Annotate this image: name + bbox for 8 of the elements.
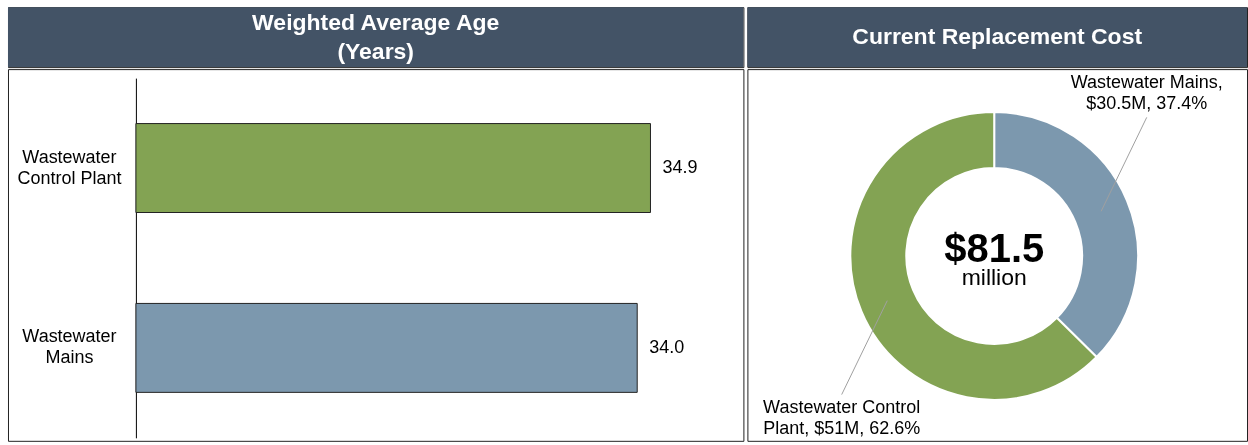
slice-label: Wastewater Control Plant, $51M, 62.6%: [763, 397, 921, 439]
slice-label: Wastewater Mains, $30.5M, 37.4%: [1070, 71, 1223, 113]
y-tick-label: Wastewater Control Plant: [17, 146, 122, 188]
data-label: 34.9: [662, 157, 698, 178]
data-label: 34.0: [649, 336, 685, 357]
chart-title: Weighted Average Age (Years): [252, 8, 500, 64]
y-tick-label: Wastewater Mains: [22, 326, 117, 368]
chart-title: Current Replacement Cost: [852, 23, 1143, 50]
